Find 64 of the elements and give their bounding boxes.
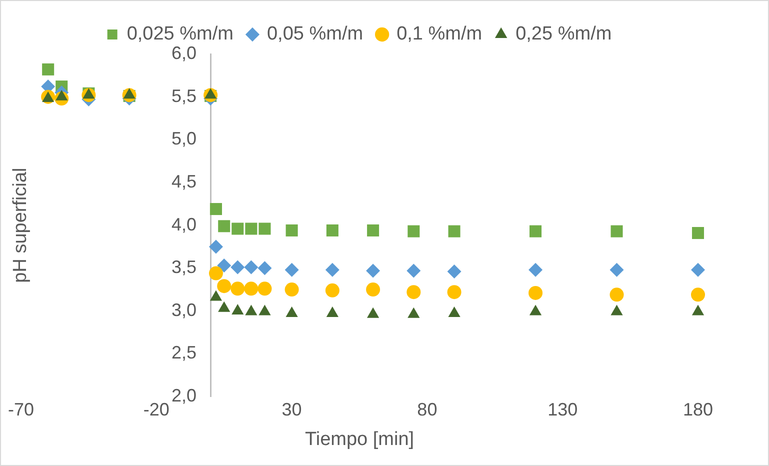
point <box>610 288 624 302</box>
legend-label: 0,25 %m/m <box>516 24 612 45</box>
point <box>230 282 245 296</box>
y-tick-label: 5,5 <box>172 86 197 106</box>
y-axis-title: pH superficial <box>10 168 32 283</box>
point <box>244 282 258 296</box>
y-tick-label: 2,5 <box>172 342 197 363</box>
point <box>286 306 298 318</box>
x-tick-label: -20 <box>143 399 170 420</box>
point <box>218 220 230 232</box>
point <box>217 279 232 294</box>
point <box>406 264 421 278</box>
point <box>326 306 338 318</box>
point <box>610 262 624 277</box>
point <box>691 288 705 302</box>
point <box>367 224 380 236</box>
point <box>366 282 380 297</box>
x-tick-label: 180 <box>682 399 714 420</box>
legend-label: 0,05 %m/m <box>266 24 364 45</box>
point <box>326 224 338 236</box>
point <box>217 258 232 273</box>
point <box>245 222 258 235</box>
point <box>208 266 223 280</box>
y-tick-label: 4,0 <box>172 214 197 234</box>
point <box>528 262 543 277</box>
point <box>230 260 245 274</box>
point <box>447 264 462 279</box>
point <box>610 225 623 238</box>
point <box>244 260 258 274</box>
point <box>208 240 223 254</box>
point <box>530 225 542 238</box>
point <box>258 282 272 296</box>
point <box>448 225 460 238</box>
point <box>691 262 705 277</box>
point <box>42 63 54 76</box>
point <box>366 264 380 278</box>
point <box>286 224 298 236</box>
y-tick-label: 3,5 <box>172 257 197 278</box>
y-tick-label: 5,0 <box>172 128 197 149</box>
point <box>448 306 460 318</box>
point <box>406 285 421 300</box>
legend-label: 0,1 %m/m <box>396 24 482 45</box>
point <box>408 225 420 238</box>
y-tick-label: 4,5 <box>172 171 197 192</box>
point <box>232 222 244 235</box>
x-tick-label: 80 <box>417 399 438 420</box>
point <box>692 227 704 240</box>
point <box>325 283 340 298</box>
point <box>447 285 462 300</box>
x-tick-label: -70 <box>8 399 34 420</box>
point <box>528 286 543 300</box>
x-tick-label: 30 <box>282 399 302 420</box>
point <box>284 282 299 297</box>
x-axis-title: Tiempo [min] <box>304 428 414 450</box>
legend-label: 0,025 %m/m <box>126 24 234 45</box>
point <box>284 262 299 277</box>
y-tick-label: 2,0 <box>172 386 197 406</box>
point <box>258 261 272 276</box>
y-tick-label: 3,0 <box>172 300 197 320</box>
x-tick-label: 130 <box>548 399 578 420</box>
point <box>210 203 222 216</box>
point <box>258 222 271 235</box>
y-tick-label: 6,0 <box>172 42 197 63</box>
point <box>325 262 340 277</box>
